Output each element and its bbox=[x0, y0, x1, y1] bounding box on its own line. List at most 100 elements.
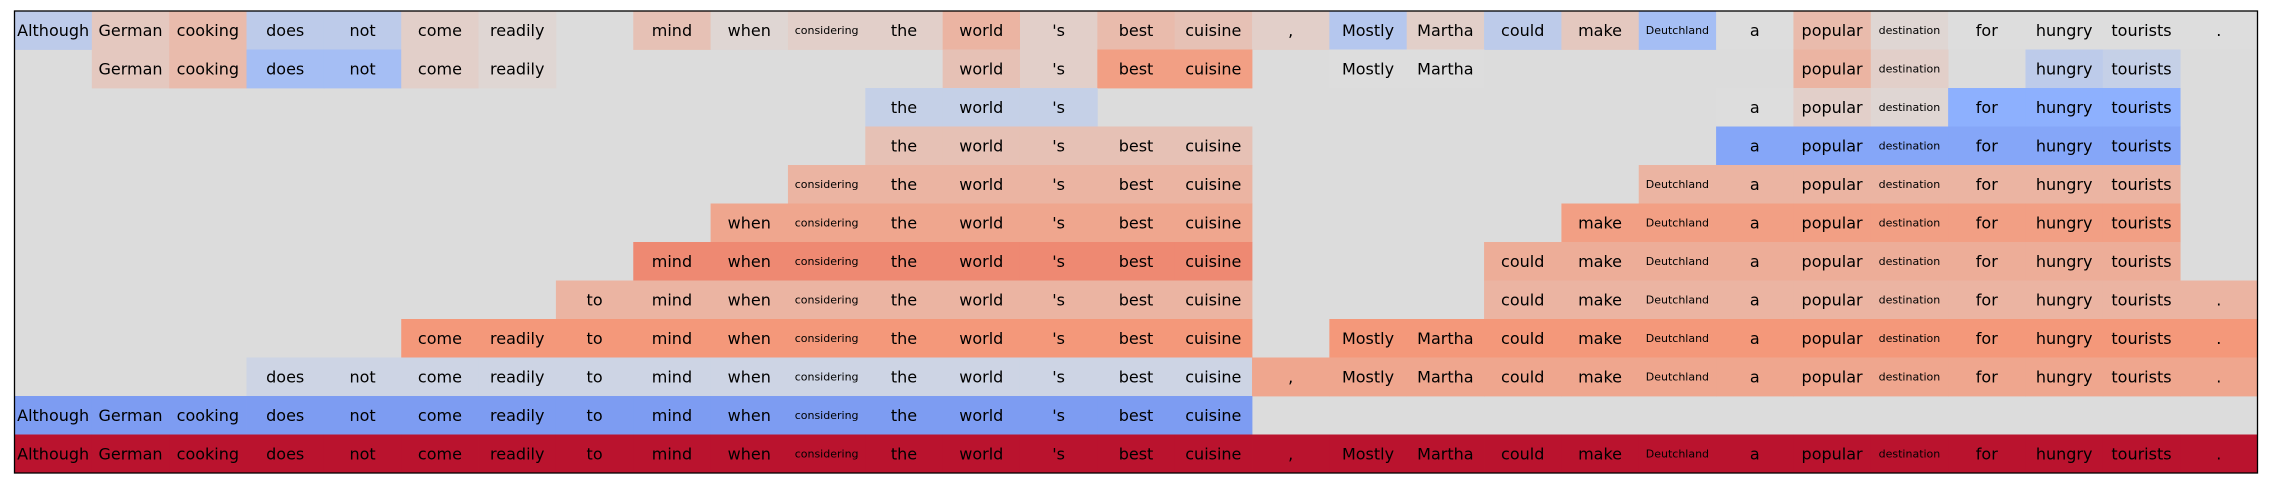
token-label-r7-c19: could bbox=[1501, 290, 1544, 309]
heatmap-cell-r5-c10 bbox=[787, 203, 866, 243]
token-label-r6-c25: for bbox=[1976, 252, 1998, 271]
token-label-r1-c24: destination bbox=[1879, 62, 1941, 75]
token-label-r7-c28: . bbox=[2216, 290, 2221, 309]
token-label-r7-c26: hungry bbox=[2036, 290, 2093, 309]
token-label-r5-c27: tourists bbox=[2111, 213, 2171, 232]
heatmap-cell-r0-c6 bbox=[478, 11, 557, 50]
heatmap-cell-r10-c5 bbox=[401, 396, 479, 435]
heatmap-cell-r8-c10 bbox=[787, 319, 866, 358]
heatmap-cell-r2-c22 bbox=[1716, 88, 1794, 127]
token-label-r10-c3: does bbox=[266, 406, 304, 425]
token-label-r6-c9: when bbox=[728, 252, 771, 271]
heatmap-cell-r8-c7 bbox=[555, 319, 634, 358]
token-label-r6-c21: Deutchland bbox=[1646, 255, 1709, 268]
token-label-r5-c11: the bbox=[891, 213, 917, 232]
token-label-r11-c26: hungry bbox=[2036, 444, 2093, 463]
token-label-r11-c9: when bbox=[728, 444, 771, 463]
heatmap-cell-r0-c9 bbox=[710, 11, 789, 50]
token-label-r9-c10: considering bbox=[795, 370, 859, 383]
heatmap-cell-r11-c15 bbox=[1174, 434, 1253, 474]
token-label-r10-c9: when bbox=[728, 406, 771, 425]
heatmap-cell-r5-c27 bbox=[2102, 203, 2181, 243]
heatmap-cell-r9-c25 bbox=[1948, 357, 2026, 397]
heatmap-cell-r1-c1 bbox=[91, 49, 170, 89]
token-label-r0-c16: , bbox=[1288, 21, 1293, 40]
token-label-r6-c10: considering bbox=[795, 255, 859, 268]
token-label-r0-c20: make bbox=[1578, 21, 1622, 40]
heatmap-cell-r7-c28 bbox=[2180, 280, 2258, 320]
token-label-r11-c23: popular bbox=[1802, 444, 1863, 463]
heatmap-cell-r5-c20 bbox=[1561, 203, 1640, 243]
heatmap-cell-r0-c0 bbox=[14, 11, 93, 50]
heatmap-cell-r8-c22 bbox=[1716, 319, 1794, 358]
heatmap-cell-r6-c11 bbox=[865, 242, 944, 281]
heatmap-cell-r6-c14 bbox=[1097, 242, 1176, 281]
token-label-r9-c19: could bbox=[1501, 367, 1544, 386]
heatmap-cell-r1-c13 bbox=[1019, 49, 1098, 89]
heatmap-cell-r9-c14 bbox=[1097, 357, 1176, 397]
heatmap-cell-r4-c12 bbox=[942, 165, 1021, 204]
heatmap-cell-r7-c8 bbox=[633, 280, 711, 320]
token-label-r8-c15: cuisine bbox=[1185, 329, 1241, 348]
token-label-r9-c24: destination bbox=[1879, 370, 1941, 383]
heatmap-cell-r8-c23 bbox=[1793, 319, 1872, 358]
token-label-r5-c13: 's bbox=[1052, 213, 1065, 232]
heatmap-cell-r11-c7 bbox=[555, 434, 634, 474]
token-label-r10-c0: Although bbox=[17, 406, 89, 425]
token-label-r3-c12: world bbox=[959, 136, 1003, 155]
heatmap-cell-r1-c5 bbox=[401, 49, 479, 89]
heatmap-cell-r9-c7 bbox=[555, 357, 634, 397]
token-label-r7-c21: Deutchland bbox=[1646, 293, 1709, 306]
heatmap-cell-r3-c27 bbox=[2102, 126, 2181, 166]
token-label-r8-c7: to bbox=[587, 329, 603, 348]
token-label-r11-c7: to bbox=[587, 444, 603, 463]
token-label-r10-c11: the bbox=[891, 406, 917, 425]
heatmap-cell-r2-c25 bbox=[1948, 88, 2026, 127]
token-label-r8-c22: a bbox=[1750, 329, 1760, 348]
heatmap-cell-r9-c21 bbox=[1638, 357, 1717, 397]
heatmap-cell-r11-c26 bbox=[2025, 434, 2104, 474]
token-label-r10-c1: German bbox=[98, 406, 162, 425]
token-label-r7-c23: popular bbox=[1802, 290, 1863, 309]
token-label-r7-c20: make bbox=[1578, 290, 1622, 309]
heatmap-cell-r9-c9 bbox=[710, 357, 789, 397]
token-label-r2-c11: the bbox=[891, 98, 917, 117]
token-label-r9-c11: the bbox=[891, 367, 917, 386]
heatmap-cell-r7-c27 bbox=[2102, 280, 2181, 320]
token-label-r0-c9: when bbox=[728, 21, 771, 40]
token-label-r4-c26: hungry bbox=[2036, 175, 2093, 194]
heatmap-cell-r5-c26 bbox=[2025, 203, 2104, 243]
token-label-r0-c22: a bbox=[1750, 21, 1760, 40]
heatmap-cell-r0-c19 bbox=[1484, 11, 1562, 50]
token-label-r9-c12: world bbox=[959, 367, 1003, 386]
heatmap-cell-r10-c7 bbox=[555, 396, 634, 435]
heatmap-cell-r1-c27 bbox=[2102, 49, 2181, 89]
token-label-r9-c28: . bbox=[2216, 367, 2221, 386]
heatmap-cell-r7-c15 bbox=[1174, 280, 1253, 320]
heatmap-cell-r4-c23 bbox=[1793, 165, 1872, 204]
heatmap-cell-r11-c3 bbox=[246, 434, 325, 474]
token-label-r3-c24: destination bbox=[1879, 139, 1941, 152]
heatmap-cell-r11-c11 bbox=[865, 434, 944, 474]
heatmap-cell-r11-c25 bbox=[1948, 434, 2026, 474]
heatmap-cell-r4-c21 bbox=[1638, 165, 1717, 204]
token-label-r5-c26: hungry bbox=[2036, 213, 2093, 232]
token-label-r7-c9: when bbox=[728, 290, 771, 309]
heatmap-cell-r3-c11 bbox=[865, 126, 944, 166]
heatmap-cell-r10-c0 bbox=[14, 396, 93, 435]
token-label-r11-c8: mind bbox=[652, 444, 692, 463]
heatmap-cell-r3-c22 bbox=[1716, 126, 1794, 166]
token-label-r11-c24: destination bbox=[1879, 447, 1941, 460]
token-label-r1-c23: popular bbox=[1802, 59, 1863, 78]
heatmap-cell-r10-c11 bbox=[865, 396, 944, 435]
heatmap-cell-r6-c10 bbox=[787, 242, 866, 281]
heatmap-cell-r2-c27 bbox=[2102, 88, 2181, 127]
heatmap-cell-r11-c1 bbox=[91, 434, 170, 474]
heatmap-cell-r0-c16 bbox=[1252, 11, 1330, 50]
heatmap-cell-r8-c6 bbox=[478, 319, 557, 358]
heatmap-cell-r0-c15 bbox=[1174, 11, 1253, 50]
token-label-r3-c26: hungry bbox=[2036, 136, 2093, 155]
token-label-r0-c28: . bbox=[2216, 21, 2221, 40]
heatmap-cell-r1-c18 bbox=[1406, 49, 1485, 89]
token-label-r8-c14: best bbox=[1119, 329, 1154, 348]
